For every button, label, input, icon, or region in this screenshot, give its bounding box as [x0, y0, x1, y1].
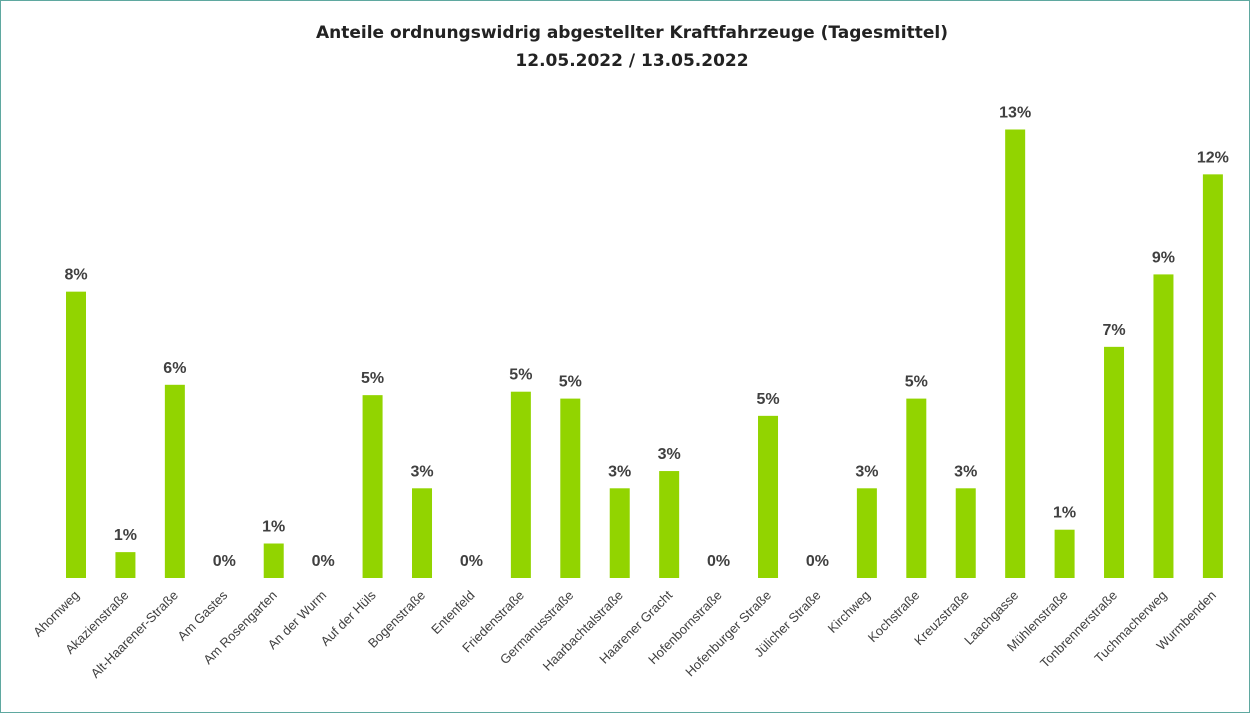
bar — [1153, 274, 1174, 578]
value-label: 5% — [756, 391, 779, 408]
bar — [115, 552, 136, 578]
bar — [659, 471, 680, 578]
value-label: 12% — [1197, 149, 1229, 166]
bar — [906, 398, 927, 578]
bar — [164, 384, 185, 578]
bar — [1104, 346, 1125, 578]
value-label: 8% — [64, 267, 87, 284]
value-label: 5% — [361, 370, 384, 387]
value-label: 0% — [460, 553, 483, 570]
bar — [1054, 529, 1075, 578]
value-label: 3% — [954, 463, 977, 480]
value-label: 3% — [608, 463, 631, 480]
bar — [412, 488, 433, 578]
bar — [263, 543, 284, 578]
value-label: 6% — [163, 360, 186, 377]
value-label: 0% — [707, 553, 730, 570]
value-label: 5% — [905, 374, 928, 391]
bar — [955, 488, 976, 578]
value-label: 1% — [262, 519, 285, 536]
value-label: 0% — [806, 553, 829, 570]
value-label: 1% — [1053, 505, 1076, 522]
bar — [609, 488, 630, 578]
bar — [510, 391, 531, 578]
bar — [1005, 129, 1026, 578]
chart-subtitle: 12.05.2022 / 13.05.2022 — [515, 51, 748, 71]
bar — [362, 395, 383, 578]
value-label: 3% — [855, 463, 878, 480]
value-label: 5% — [509, 367, 532, 384]
bar — [856, 488, 877, 578]
value-label: 9% — [1152, 249, 1175, 266]
bar — [1202, 174, 1223, 578]
bar — [758, 415, 779, 578]
chart-title: Anteile ordnungswidrig abgestellter Kraf… — [316, 23, 948, 43]
bar — [560, 398, 581, 578]
value-label: 13% — [999, 105, 1031, 122]
value-label: 0% — [312, 553, 335, 570]
bar — [66, 291, 86, 578]
value-label: 1% — [114, 527, 137, 544]
value-label: 3% — [658, 446, 681, 463]
value-label: 0% — [213, 553, 236, 570]
value-label: 5% — [559, 374, 582, 391]
value-label: 7% — [1102, 322, 1125, 339]
value-label: 3% — [410, 463, 433, 480]
